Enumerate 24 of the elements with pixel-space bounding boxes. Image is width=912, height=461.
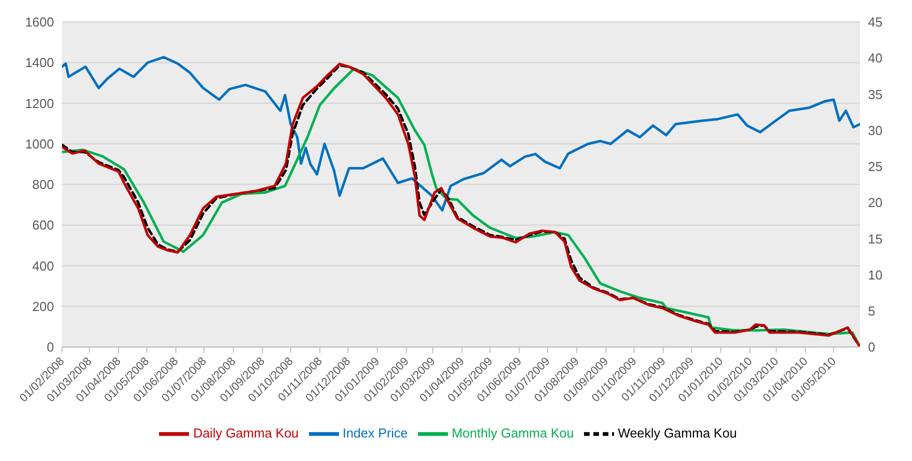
line-series xyxy=(62,56,860,212)
y2-tick-label: 5 xyxy=(868,304,876,319)
y2-tick-label: 0 xyxy=(868,340,876,355)
y-tick-label: 1600 xyxy=(25,14,54,30)
y-tick-label: 200 xyxy=(32,298,54,314)
legend-label: Daily Gamma Kou xyxy=(193,425,299,440)
y2-tick-label: 20 xyxy=(868,195,882,210)
y-tick-label: 1000 xyxy=(25,136,54,152)
y2-tick-label: 25 xyxy=(868,159,882,174)
y2-tick-label: 15 xyxy=(868,231,882,246)
legend-label: Index Price xyxy=(342,425,408,440)
legend-label: Monthly Gamma Kou xyxy=(452,425,574,440)
y2-tick-label: 30 xyxy=(868,122,882,138)
y-tick-label: 400 xyxy=(32,258,54,274)
y-tick-label: 600 xyxy=(32,218,54,233)
y-tick-label: 1400 xyxy=(25,55,54,70)
y-tick-label: 800 xyxy=(32,177,54,192)
y-tick-label: 0 xyxy=(46,340,54,355)
y2-tick-label: 35 xyxy=(868,86,882,102)
y2-tick-label: 45 xyxy=(868,14,882,30)
legend-label: Weekly Gamma Kou xyxy=(618,425,737,440)
y-tick-label: 1200 xyxy=(25,96,54,111)
y2-tick-label: 10 xyxy=(868,267,882,282)
y2-tick-label: 40 xyxy=(868,50,882,66)
